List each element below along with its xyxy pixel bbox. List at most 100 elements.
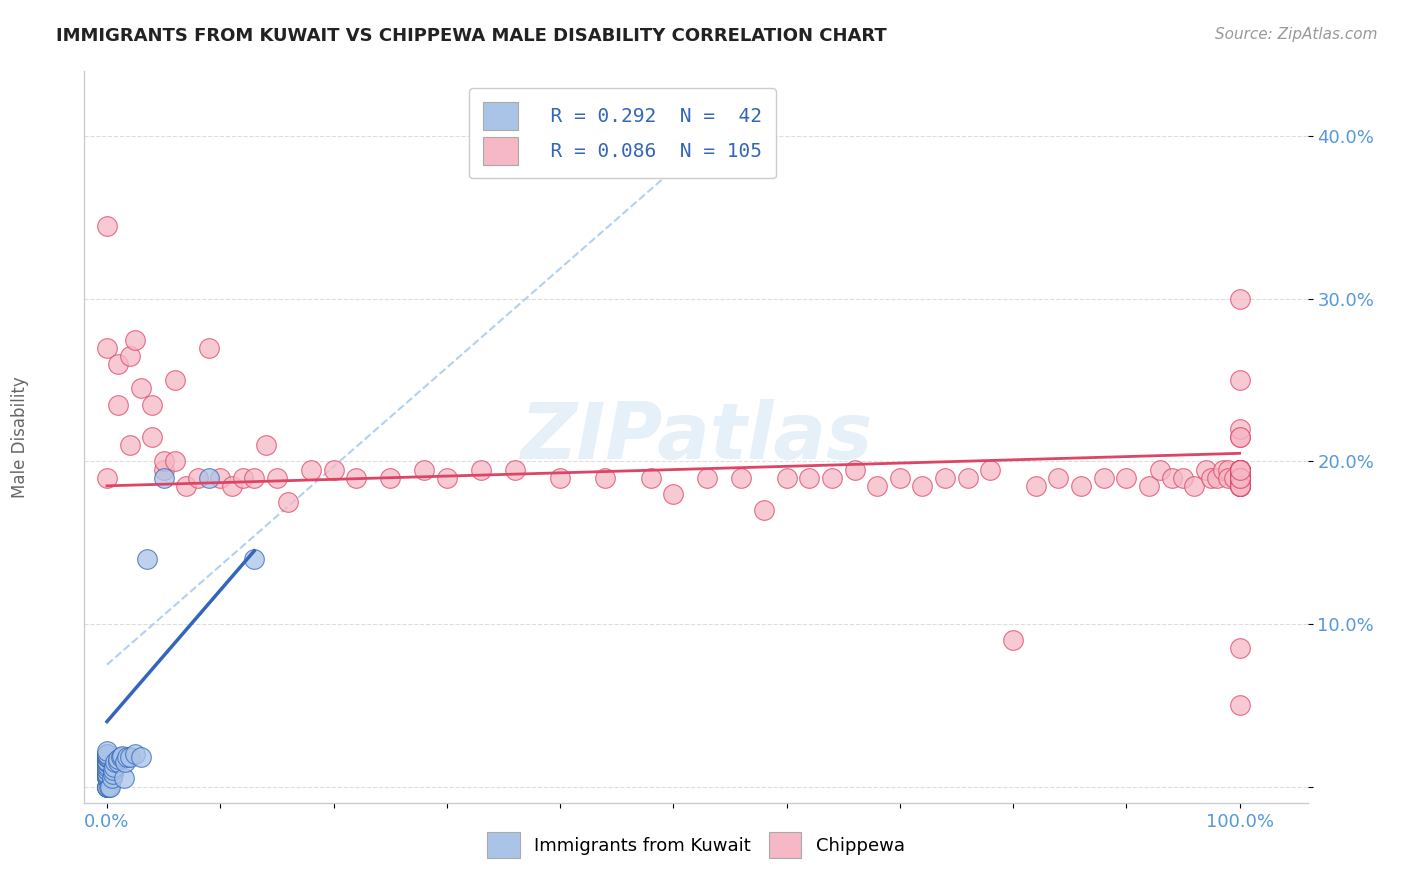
Point [187,471,209,485]
Point [277,495,299,509]
Point [96,748,118,763]
Point [152,454,174,468]
Point [174,479,197,493]
Point [96,755,118,769]
Point [266,471,288,485]
Point [232,471,254,485]
Point [101,764,124,778]
Point [1223,471,1246,485]
Point [98,780,121,794]
Point [96,780,118,794]
Point [1229,462,1251,476]
Point [1229,479,1251,493]
Point [1149,462,1171,476]
Point [141,430,163,444]
Point [163,454,186,468]
Point [1229,471,1251,485]
Point [1229,471,1251,485]
Point [1229,471,1251,485]
Point [979,462,1001,476]
Point [96,772,118,786]
Point [1229,471,1251,485]
Point [1229,479,1251,493]
Point [322,462,344,476]
Point [96,758,118,772]
Point [956,471,979,485]
Point [299,462,322,476]
Legend: Immigrants from Kuwait, Chippewa: Immigrants from Kuwait, Chippewa [478,823,914,867]
Point [96,341,118,355]
Point [1212,462,1234,476]
Point [100,780,122,794]
Point [1229,479,1251,493]
Point [1229,430,1251,444]
Point [221,479,243,493]
Point [104,755,127,769]
Point [1229,462,1251,476]
Point [844,462,866,476]
Point [96,780,118,794]
Point [1229,698,1251,713]
Point [107,752,129,766]
Point [1229,479,1251,493]
Point [112,772,135,786]
Point [1229,641,1251,656]
Point [124,333,146,347]
Point [1195,462,1218,476]
Point [96,780,118,794]
Point [1229,462,1251,476]
Point [934,471,956,485]
Point [1182,479,1205,493]
Point [548,471,571,485]
Point [640,471,662,485]
Point [198,471,221,485]
Point [696,471,718,485]
Text: ZIPatlas: ZIPatlas [520,399,872,475]
Point [1047,471,1070,485]
Text: Source: ZipAtlas.com: Source: ZipAtlas.com [1215,27,1378,42]
Point [96,219,118,233]
Point [1229,471,1251,485]
Point [413,462,436,476]
Point [96,764,118,778]
Point [107,357,129,371]
Point [141,398,163,412]
Point [470,462,492,476]
Point [100,772,122,786]
Point [775,471,797,485]
Point [1229,479,1251,493]
Point [799,471,821,485]
Point [129,381,152,395]
Point [1229,422,1251,436]
Point [209,471,232,485]
Point [117,750,139,764]
Point [344,471,367,485]
Point [1229,462,1251,476]
Point [96,764,118,778]
Point [96,760,118,774]
Point [152,471,174,485]
Point [110,750,132,764]
Point [380,471,402,485]
Point [1218,471,1240,485]
Point [1229,479,1251,493]
Point [1137,479,1160,493]
Point [436,471,458,485]
Point [96,770,118,784]
Point [1070,479,1092,493]
Point [243,552,266,566]
Point [118,349,141,363]
Point [1229,462,1251,476]
Point [96,755,118,769]
Point [752,503,775,517]
Point [1229,471,1251,485]
Point [96,768,118,782]
Text: IMMIGRANTS FROM KUWAIT VS CHIPPEWA MALE DISABILITY CORRELATION CHART: IMMIGRANTS FROM KUWAIT VS CHIPPEWA MALE … [56,27,887,45]
Point [129,750,152,764]
Point [1229,471,1251,485]
Point [1206,471,1229,485]
Point [96,754,118,768]
Point [1092,471,1115,485]
Point [96,747,118,761]
Point [1229,471,1251,485]
